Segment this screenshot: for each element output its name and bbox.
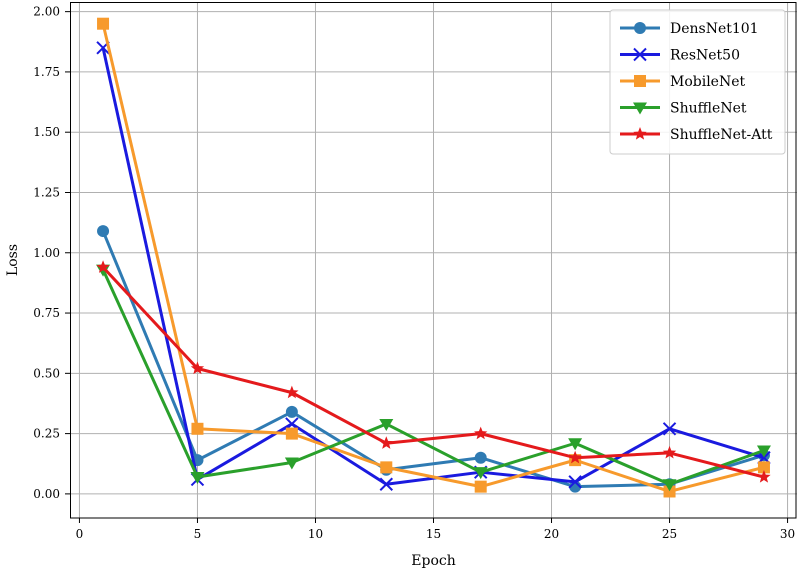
series-line-densnet101 <box>101 230 765 489</box>
y-tick-label: 0.75 <box>33 306 60 320</box>
data-point-shufflenet-att <box>568 450 582 464</box>
legend-marker <box>633 102 647 115</box>
legend-item-mobilenet: MobileNet <box>620 74 746 90</box>
plot-area-frame <box>70 2 797 519</box>
legend-item-shufflenet-att: ShuffleNet-Att <box>620 127 773 143</box>
y-tick-label: 0.50 <box>33 366 60 380</box>
y-tick-label: 2.00 <box>33 5 60 19</box>
data-point-shufflenet <box>568 438 583 451</box>
data-point-shufflenet-att <box>662 445 677 459</box>
data-point-densnet101 <box>285 405 298 418</box>
legend-marker <box>633 127 647 140</box>
x-marker-stroke <box>379 477 393 491</box>
x-tick-label: 10 <box>308 527 323 541</box>
x-tick-label: 25 <box>662 527 677 541</box>
series-line-shufflenet-att <box>101 266 765 479</box>
legend-label: ResNet50 <box>670 48 740 64</box>
x-tick-label: 15 <box>426 527 441 541</box>
y-tick-label: 1.50 <box>33 125 60 139</box>
data-point-mobilenet <box>97 17 110 30</box>
data-point-mobilenet <box>663 485 676 498</box>
data-point-resnet50 <box>662 422 677 436</box>
data-point-shufflenet <box>756 445 771 458</box>
data-point-shufflenet <box>190 472 205 485</box>
x-tick-label: 5 <box>194 527 202 541</box>
data-point-shufflenet <box>284 457 299 470</box>
axis-ticks: 0 5 10 15 20 25 30 0.00 0.25 0.50 0.75 1.00 1.25 1.50… <box>33 5 795 541</box>
y-axis-label: Loss <box>5 244 21 276</box>
data-point-densnet101 <box>474 451 487 464</box>
series-shufflenet-att <box>96 260 771 483</box>
legend-label: ShuffleNet-Att <box>670 127 773 143</box>
data-point-mobilenet <box>191 422 204 435</box>
legend-label: MobileNet <box>670 74 746 90</box>
x-tick-label: 20 <box>544 527 559 541</box>
data-point-shufflenet-att <box>757 470 771 483</box>
x-marker-stroke <box>662 422 677 436</box>
data-point-mobilenet <box>474 480 487 493</box>
legend-item-densnet101: DensNet101 <box>620 21 759 37</box>
legend-item-shufflenet: ShuffleNet <box>620 101 747 117</box>
legend-box <box>609 9 786 155</box>
y-tick-label: 0.25 <box>33 427 60 441</box>
y-tick-label: 1.75 <box>33 65 60 79</box>
legend-label: DensNet101 <box>670 21 759 37</box>
data-point-resnet50 <box>379 477 393 491</box>
data-point-shufflenet-att <box>379 436 393 449</box>
series-shufflenet <box>96 264 771 492</box>
legend: DensNet101 ResNet50 MobileNet ShuffleNet Shu… <box>609 9 786 155</box>
y-tick-label: 1.25 <box>33 185 60 199</box>
y-tick-label: 0.00 <box>33 487 60 501</box>
data-point-resnet50 <box>568 475 582 489</box>
legend-item-resnet50: ResNet50 <box>620 48 740 64</box>
data-point-shufflenet-att <box>190 361 205 375</box>
y-tick-label: 1.00 <box>33 246 60 260</box>
data-point-shufflenet-att <box>96 260 110 273</box>
data-point-shufflenet-att <box>285 385 299 399</box>
x-marker-stroke <box>633 47 647 62</box>
legend-marker <box>634 75 646 87</box>
x-marker-stroke <box>568 475 582 489</box>
data-point-mobilenet <box>285 427 298 440</box>
x-tick-label: 30 <box>780 527 795 541</box>
data-point-shufflenet-att <box>474 426 488 440</box>
series-line-shufflenet <box>101 269 765 486</box>
legend-marker <box>633 47 647 62</box>
series-lines <box>96 17 771 498</box>
data-point-mobilenet <box>380 461 393 474</box>
data-point-shufflenet <box>473 467 488 480</box>
data-point-shufflenet <box>379 418 394 431</box>
legend-label: ShuffleNet <box>670 101 747 117</box>
x-tick-label: 0 <box>76 527 84 541</box>
series-line-mobilenet <box>101 23 765 493</box>
x-axis-label: Epoch <box>411 553 455 569</box>
legend-marker <box>634 22 646 34</box>
data-point-mobilenet <box>757 461 770 474</box>
data-point-shufflenet <box>96 264 111 277</box>
grid-lines <box>70 2 797 518</box>
data-point-densnet101 <box>97 225 110 238</box>
data-point-shufflenet <box>662 479 677 492</box>
